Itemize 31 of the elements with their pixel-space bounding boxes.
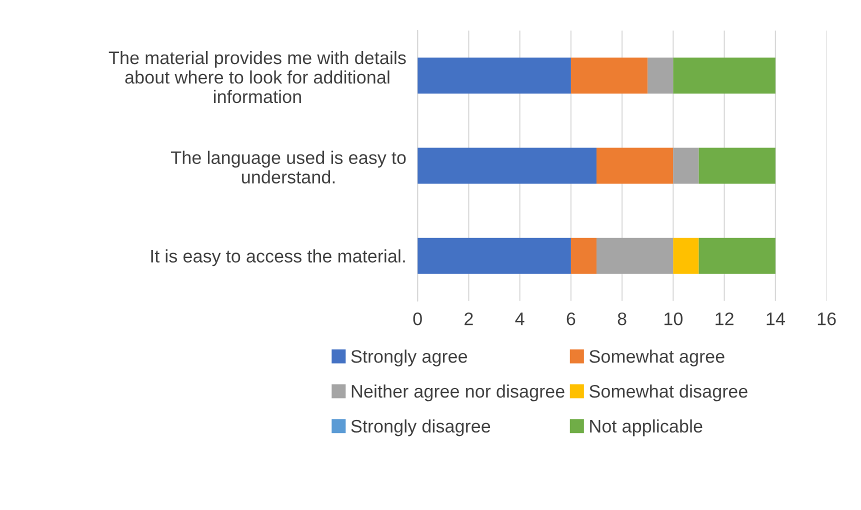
x-tick-label: 6 bbox=[566, 312, 576, 326]
bar bbox=[596, 148, 674, 184]
bar bbox=[673, 58, 776, 94]
legend-label: Not applicable bbox=[590, 419, 702, 436]
y-tick-label: The material provides me with details about where to look for additional information bbox=[108, 50, 406, 104]
x-tick-label: 12 bbox=[716, 312, 734, 326]
x-tick-label: 2 bbox=[464, 312, 473, 326]
x-tick-label: 16 bbox=[818, 312, 836, 326]
y-tick-label: It is easy to access the material. bbox=[151, 249, 405, 266]
bar bbox=[698, 148, 776, 184]
y-tick-label: The language used is easy to understand. bbox=[171, 150, 406, 184]
bar bbox=[698, 238, 776, 274]
legend-label: Strongly agree bbox=[351, 350, 468, 366]
legend-label: Somewhat agree bbox=[589, 350, 724, 366]
x-tick-label: 4 bbox=[515, 312, 524, 326]
legend-label: Neither agree nor disagree bbox=[352, 384, 564, 402]
legend-label: Strongly disagree bbox=[351, 419, 490, 436]
x-tick-label: 8 bbox=[618, 312, 626, 326]
x-tick-label: 10 bbox=[664, 312, 683, 326]
bar bbox=[648, 58, 674, 94]
x-tick-label: 0 bbox=[413, 312, 422, 326]
x-tick-label: 14 bbox=[766, 312, 785, 326]
bar bbox=[570, 58, 648, 94]
bar bbox=[418, 58, 571, 94]
bar bbox=[418, 148, 597, 184]
bar bbox=[673, 148, 699, 184]
legend-label: Somewhat disagree bbox=[589, 384, 748, 402]
bar bbox=[570, 238, 597, 274]
bar bbox=[673, 238, 699, 274]
bar bbox=[596, 238, 674, 274]
bar bbox=[418, 238, 571, 274]
